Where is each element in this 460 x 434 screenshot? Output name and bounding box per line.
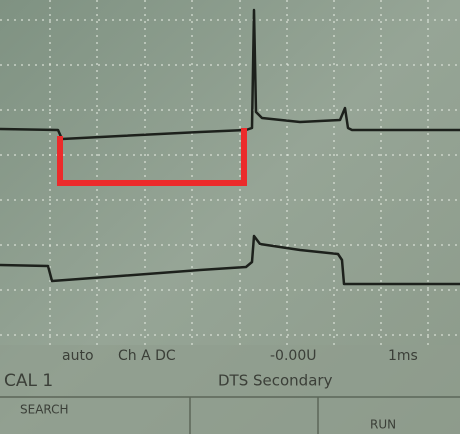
- channel: Ch A DC: [118, 348, 176, 364]
- lower-trace: [0, 234, 460, 286]
- timebase: 1ms: [388, 348, 418, 364]
- status-area: [0, 345, 460, 434]
- mode: auto: [62, 348, 94, 364]
- cal-label: CAL 1: [4, 371, 53, 391]
- offset: -0.00U: [270, 348, 316, 364]
- highlight-bracket: [57, 128, 247, 186]
- trace-title: DTS Secondary: [218, 372, 333, 390]
- graticule: [0, 0, 460, 345]
- menu-item: RUN: [370, 418, 396, 432]
- menu-item: SEARCH: [20, 403, 69, 417]
- upper-trace: [0, 8, 460, 141]
